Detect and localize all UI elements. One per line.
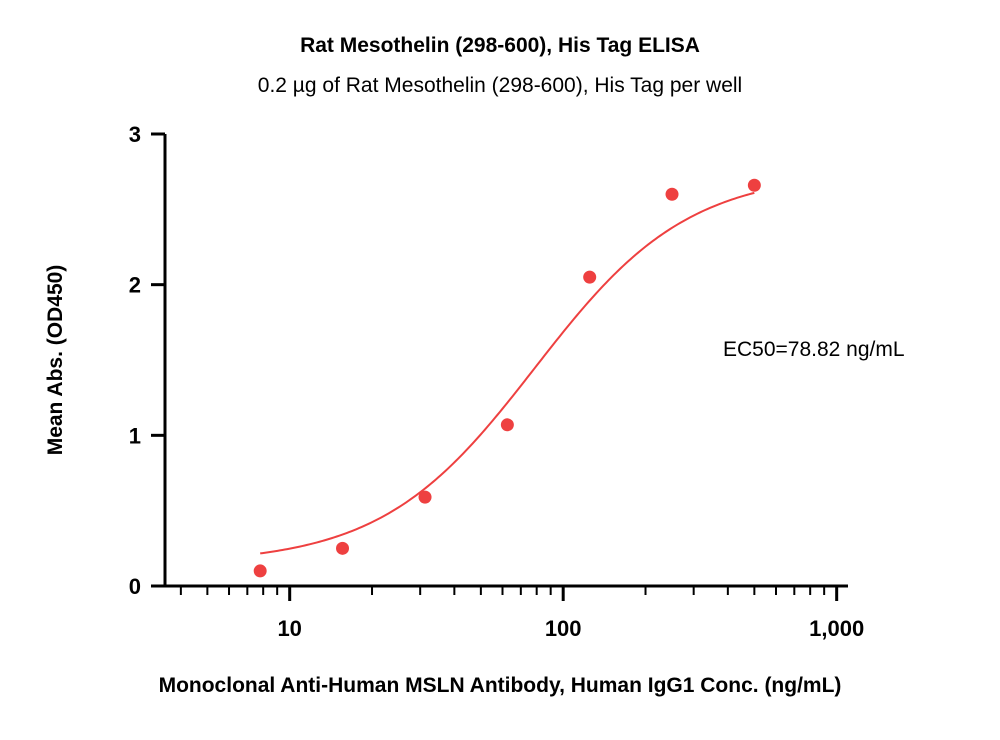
x-tick-label: 10 — [277, 616, 301, 641]
data-point — [253, 564, 267, 578]
x-tick-label: 1,000 — [809, 616, 864, 641]
y-axis-label: Mean Abs. (OD450) — [44, 264, 67, 456]
y-tick-label: 3 — [129, 122, 141, 147]
x-axis-label: Monoclonal Anti-Human MSLN Antibody, Hum… — [158, 674, 842, 697]
ec50-annotation: EC50=78.82 ng/mL — [723, 338, 905, 361]
data-point — [500, 418, 514, 432]
axes: 0 1 2 3 10 100 1,000 — [129, 122, 864, 641]
fit-curve — [260, 191, 755, 555]
y-tick-label: 0 — [129, 574, 141, 599]
x-tick-label: 100 — [545, 616, 582, 641]
y-tick-label: 1 — [129, 423, 141, 448]
fit-curve-group — [260, 191, 755, 555]
data-point — [747, 178, 761, 192]
chart-subtitle: 0.2 µg of Rat Mesothelin (298-600), His … — [257, 74, 743, 97]
y-tick-label: 2 — [129, 273, 141, 298]
data-point — [418, 490, 432, 504]
data-points — [253, 178, 761, 578]
data-point — [665, 187, 679, 201]
data-point — [583, 270, 597, 284]
data-point — [336, 541, 350, 555]
chart-title: Rat Mesothelin (298-600), His Tag ELISA — [300, 34, 700, 57]
